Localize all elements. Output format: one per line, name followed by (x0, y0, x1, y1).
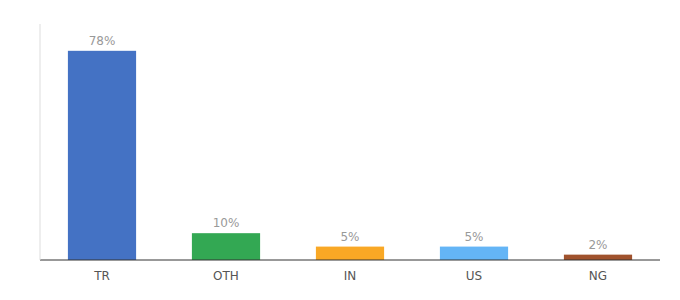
y-axis-line (40, 24, 41, 260)
bar (192, 233, 260, 260)
bars (68, 51, 632, 260)
data-label: 10% (213, 216, 240, 230)
x-tick-labels: TR OTH IN US NG (93, 269, 607, 283)
x-tick-label: TR (93, 269, 110, 283)
data-label: 2% (588, 238, 607, 252)
data-label: 78% (89, 34, 116, 48)
x-tick-label: OTH (213, 269, 239, 283)
data-label: 5% (464, 230, 483, 244)
page: {"chart_data": {"type": "bar", "categori… (0, 0, 680, 300)
bar (316, 247, 384, 260)
x-tick-label: IN (344, 269, 357, 283)
x-axis-line (40, 260, 660, 261)
bar (564, 255, 632, 260)
bar (68, 51, 136, 260)
data-labels: 78% 10% 5% 5% 2% (89, 34, 608, 252)
x-tick-label: NG (589, 269, 607, 283)
chart-svg: TR OTH IN US NG 78% 10% 5% 5% 2% (0, 0, 680, 300)
bar (440, 247, 508, 260)
chart-container: TR OTH IN US NG 78% 10% 5% 5% 2% (0, 0, 680, 300)
x-tick-label: US (466, 269, 482, 283)
data-label: 5% (340, 230, 359, 244)
